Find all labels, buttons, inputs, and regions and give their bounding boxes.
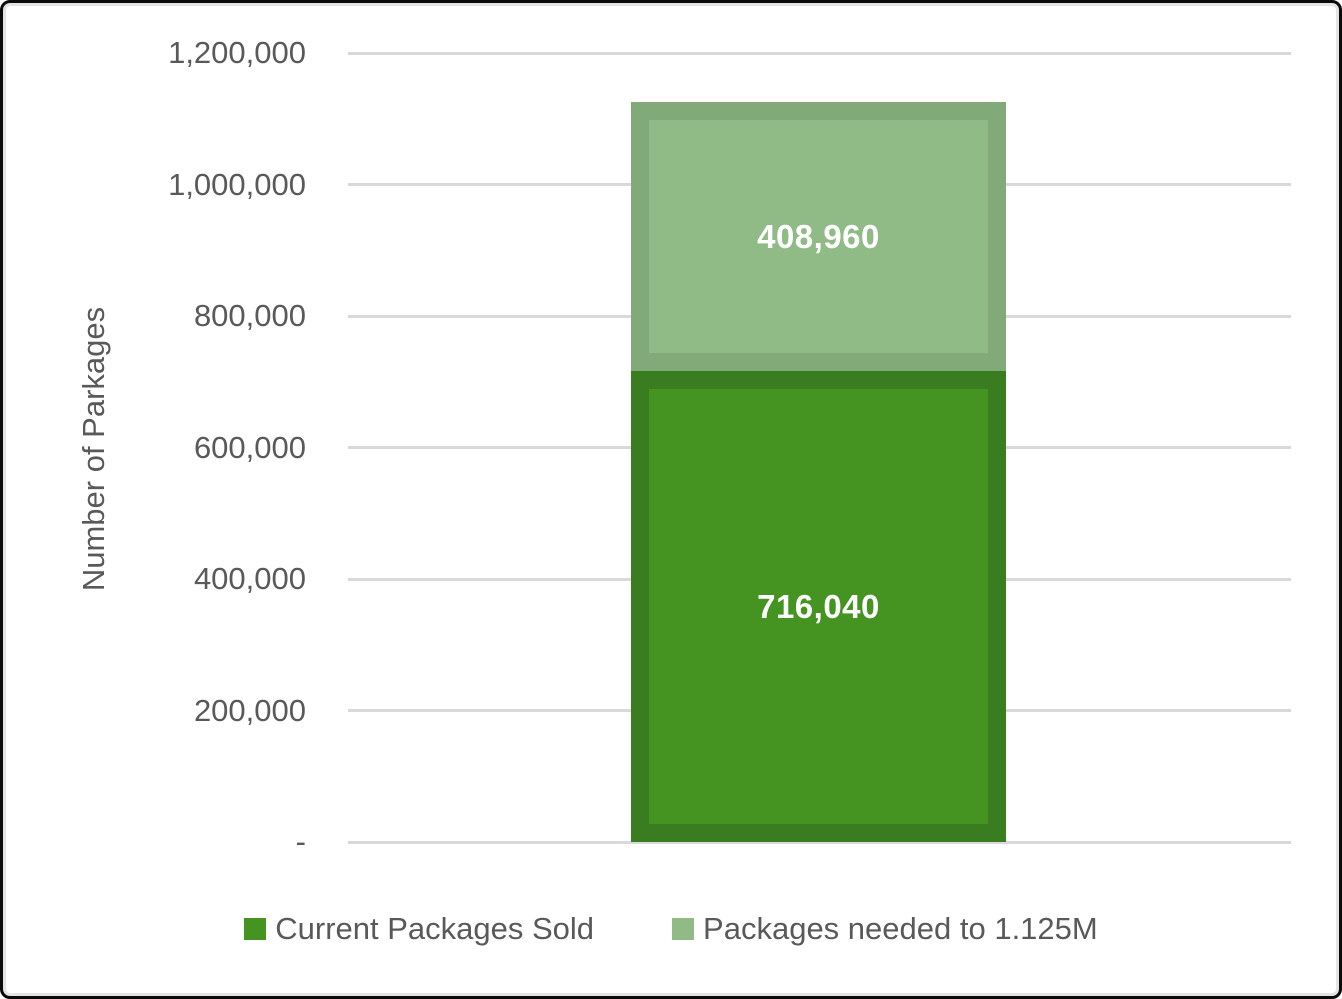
- data-label: 716,040: [757, 587, 880, 625]
- y-tick-label: 1,200,000: [168, 35, 306, 70]
- legend-swatch-icon: [244, 918, 267, 940]
- y-tick-label: 200,000: [193, 692, 306, 728]
- legend-item: Packages needed to 1.125M: [672, 911, 1098, 947]
- data-label: 408,960: [757, 217, 880, 255]
- legend-swatch-icon: [672, 918, 695, 940]
- gridline: [348, 51, 1291, 55]
- bar-segment: [631, 371, 1006, 842]
- gridline: [348, 840, 1291, 844]
- y-tick-label: 1,000,000: [168, 166, 306, 202]
- y-tick-label: 600,000: [193, 429, 306, 465]
- legend-label: Packages needed to 1.125M: [703, 911, 1098, 946]
- bar-segment: [631, 102, 1006, 372]
- legend-item: Current Packages Sold: [244, 911, 594, 947]
- plot-area: Number of Parkages -200,000 400,000 600,00…: [3, 3, 1339, 996]
- y-tick-label: -: [295, 824, 306, 859]
- legend-label: Current Packages Sold: [275, 911, 595, 946]
- legend: Current Packages Sold Packages needed to …: [3, 911, 1339, 947]
- y-tick-label: 800,000: [193, 298, 306, 333]
- y-tick-label: 400,000: [193, 561, 306, 596]
